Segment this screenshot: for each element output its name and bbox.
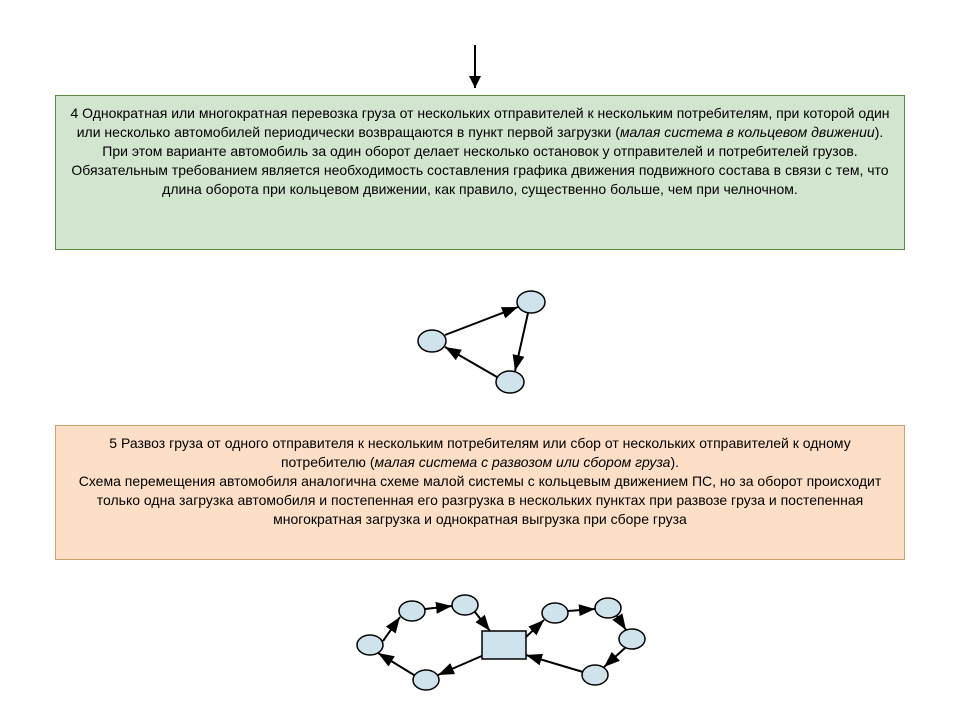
diagram-node bbox=[413, 670, 439, 690]
diagram-edge bbox=[604, 648, 625, 667]
diagram-edge bbox=[515, 313, 528, 371]
diagram-edge bbox=[445, 347, 497, 377]
diagram-node bbox=[542, 603, 568, 623]
diagram-edge bbox=[526, 655, 583, 672]
diagram-edge bbox=[445, 307, 518, 335]
box4-em-1: малая система в кольцевом движении bbox=[620, 124, 875, 140]
diagram-edge bbox=[425, 606, 452, 609]
diagram-node bbox=[452, 595, 478, 615]
box4-text-2: ). bbox=[875, 124, 884, 140]
box5-em-1: малая система с развозом или сбором груз… bbox=[374, 454, 670, 470]
diagram-distribution bbox=[310, 575, 670, 705]
diagram-node bbox=[496, 371, 524, 393]
diagram-rect-node bbox=[482, 631, 526, 659]
text-box-4: 4 Однократная или многократная перевозка… bbox=[55, 95, 905, 250]
diagram-edge bbox=[475, 612, 490, 631]
top-arrow bbox=[0, 0, 960, 95]
diagram-node bbox=[357, 635, 383, 655]
box4-text-3: При этом варианте автомобиль за один обо… bbox=[71, 143, 888, 197]
diagram-edge bbox=[568, 609, 595, 611]
diagram-edge bbox=[383, 617, 400, 641]
box5-text-2: ). bbox=[670, 454, 679, 470]
diagram-edge bbox=[617, 616, 626, 630]
diagram-node bbox=[418, 330, 446, 352]
diagram-node bbox=[517, 291, 545, 313]
diagram-node bbox=[582, 665, 608, 685]
diagram-edge bbox=[378, 653, 414, 675]
text-box-5: 5 Развоз груза от одного отправителя к н… bbox=[55, 425, 905, 560]
box5-text-3: Схема перемещения автомобиля аналогична … bbox=[79, 473, 882, 527]
diagram-ring-cycle bbox=[370, 265, 590, 415]
diagram-edge bbox=[438, 655, 484, 675]
diagram-node bbox=[595, 598, 621, 618]
diagram-node bbox=[399, 601, 425, 621]
diagram-node bbox=[619, 629, 645, 649]
diagram-edge bbox=[526, 620, 544, 637]
